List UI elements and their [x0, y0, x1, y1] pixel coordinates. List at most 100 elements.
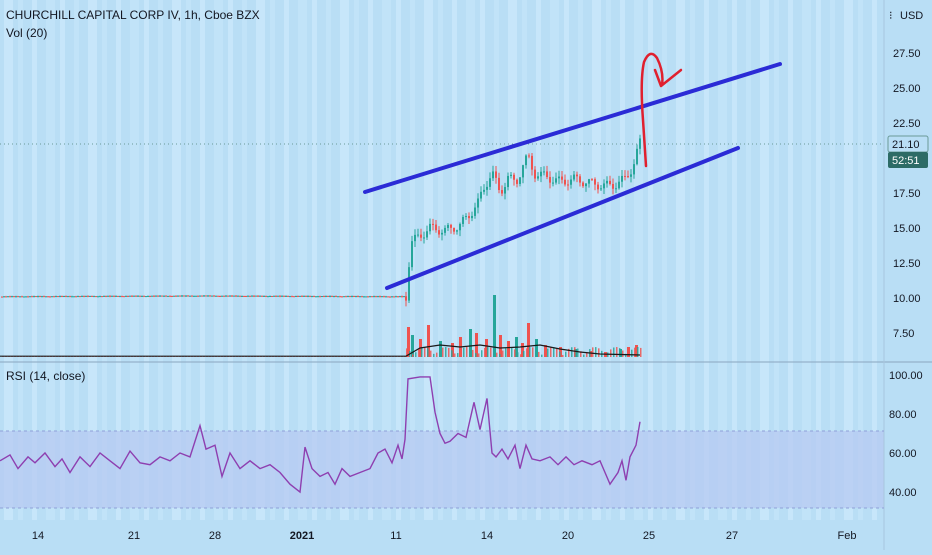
candle-body	[299, 295, 301, 297]
candle-body	[585, 183, 587, 187]
time-axis[interactable]: 14 21 28 2021 11 14 20 25 27 Feb	[32, 530, 857, 542]
volume-bar	[583, 354, 585, 357]
volume-bar	[544, 351, 546, 357]
candle-body	[239, 295, 241, 297]
candle-body	[311, 296, 313, 298]
candle-body	[355, 296, 357, 298]
candle-body	[573, 174, 575, 180]
candle-body	[181, 295, 183, 297]
volume-bar	[427, 348, 429, 357]
candle-body	[3, 296, 5, 298]
candle-body	[293, 296, 295, 298]
reversal-arrow[interactable]	[640, 52, 664, 168]
candle-body	[165, 295, 167, 297]
rsi-tick-label: 80.00	[889, 409, 917, 421]
candle-body	[319, 296, 321, 298]
currency-label[interactable]: USD	[900, 10, 923, 22]
volume-bar	[472, 349, 474, 357]
channel-lower-line[interactable]	[385, 146, 740, 290]
band	[312, 0, 317, 520]
candle-body	[325, 295, 327, 297]
candle-body	[171, 296, 173, 298]
candle-body	[223, 295, 225, 297]
candle-body	[73, 296, 75, 298]
candle-body	[263, 295, 265, 297]
candle-body	[537, 176, 539, 179]
candle-body	[189, 295, 191, 297]
volume-bar	[487, 347, 489, 357]
countdown-value: 52:51	[892, 155, 920, 167]
band	[606, 0, 611, 520]
candle-body	[345, 296, 347, 298]
candle-body	[205, 295, 207, 297]
candle-body	[251, 295, 253, 297]
band	[648, 0, 653, 520]
volume-bar	[586, 351, 588, 357]
time-tick-label: 11	[390, 530, 401, 542]
volume-bar	[568, 348, 570, 357]
volume-bar	[445, 347, 447, 357]
candle-body	[627, 176, 629, 178]
channel-upper-line[interactable]	[363, 62, 782, 194]
candle-body	[543, 171, 545, 173]
candle-body	[329, 295, 331, 297]
candle-body	[393, 296, 395, 298]
band	[858, 0, 863, 520]
time-tick-label: 14	[32, 530, 44, 542]
volume-bar	[619, 348, 621, 357]
band	[494, 0, 499, 520]
candle-body	[151, 295, 153, 297]
candle-body	[447, 224, 449, 228]
candle-body	[255, 295, 257, 297]
candle-body	[225, 295, 227, 297]
candle-body	[27, 296, 29, 298]
candle-body	[471, 215, 473, 219]
candle-body	[131, 295, 133, 297]
symbol-title[interactable]: CHURCHILL CAPITAL CORP IV, 1h, Cboe BZX	[6, 8, 260, 22]
candle-body	[243, 295, 245, 297]
band	[550, 0, 559, 520]
volume-bar	[604, 354, 606, 357]
candle-body	[549, 177, 551, 183]
band	[298, 0, 307, 520]
candle-body	[516, 179, 518, 184]
candle-body	[97, 296, 99, 298]
candle-body	[31, 296, 33, 298]
reversal-arrow-head	[653, 68, 683, 88]
candle-body	[501, 190, 503, 194]
candle-body	[71, 296, 73, 298]
candle-body	[513, 174, 515, 180]
candle-body	[444, 227, 446, 233]
candle-body	[582, 182, 584, 187]
volume-bar	[625, 353, 627, 357]
volume-bar	[407, 327, 410, 357]
price-axis[interactable]: 27.50 25.00 22.50 17.50 15.00 12.50 10.00 7.50 1…	[889, 48, 923, 499]
candle-body	[235, 295, 237, 297]
band	[74, 0, 79, 520]
volume-bar	[640, 347, 642, 357]
rsi-band	[0, 431, 884, 508]
candle-body	[597, 184, 599, 190]
candle-body	[480, 191, 482, 199]
volume-bar	[562, 354, 564, 357]
volume-bar	[463, 347, 465, 357]
candle-body	[201, 295, 203, 297]
time-tick-label: 21	[128, 530, 140, 542]
candle-body	[247, 295, 249, 297]
band	[480, 0, 485, 520]
candle-body	[75, 296, 77, 298]
candle-body	[159, 295, 161, 297]
volume-bar	[490, 347, 492, 357]
candle-body	[193, 295, 195, 297]
candle-body	[209, 295, 211, 297]
candle-body	[61, 295, 63, 297]
candle-body	[498, 177, 500, 191]
candle-body	[213, 295, 215, 297]
candle-body	[307, 295, 309, 297]
band	[662, 0, 667, 520]
price-tick-label: 17.50	[893, 188, 921, 200]
band	[242, 0, 247, 520]
volume-bar	[475, 353, 477, 357]
candle-body	[349, 296, 351, 298]
